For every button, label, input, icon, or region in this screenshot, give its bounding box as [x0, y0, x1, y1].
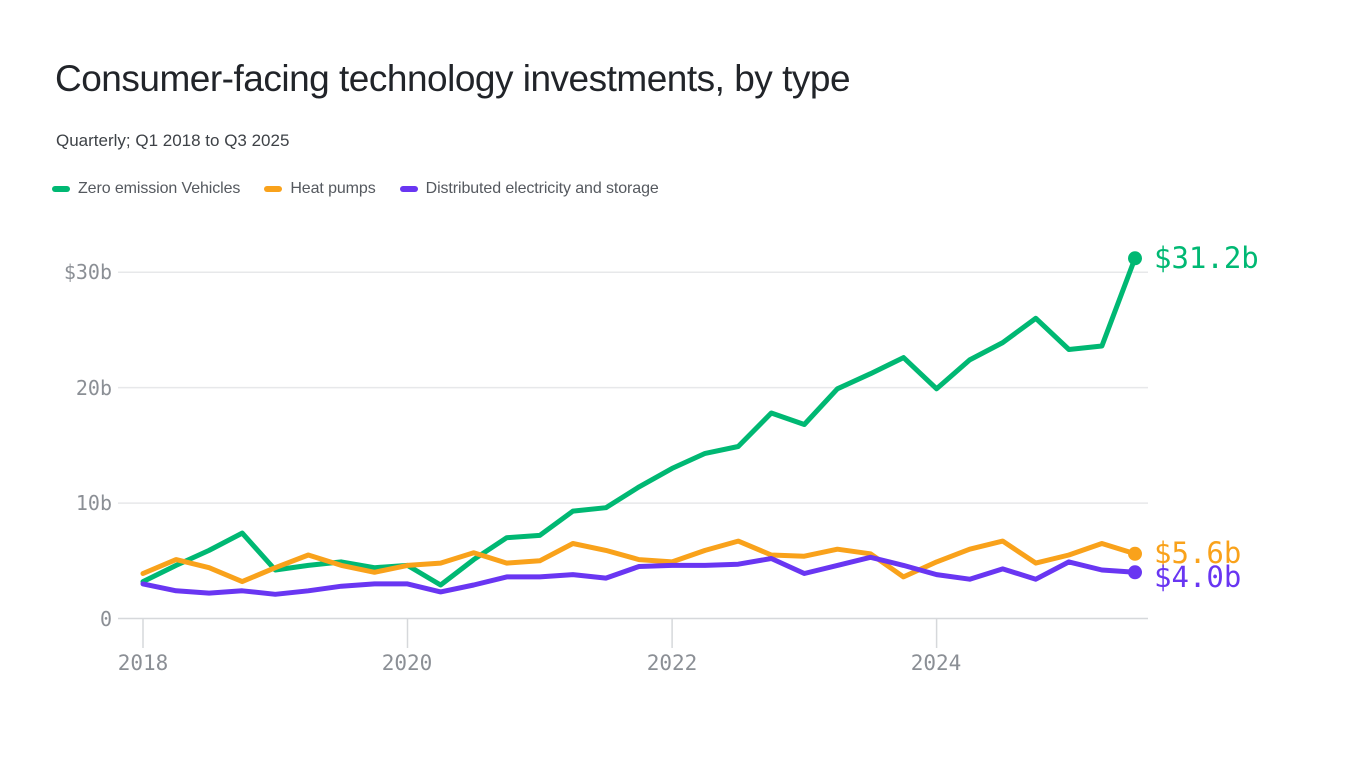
y-tick-30b: $30b: [63, 260, 112, 284]
legend-swatch-purple: [399, 186, 418, 192]
line-heat-pumps: [140, 538, 1138, 585]
legend-label: Distributed electricity and storage: [425, 180, 659, 197]
legend-item-distributed-electricity: Distributed electricity and storage: [399, 180, 659, 198]
legend-swatch-orange: [264, 186, 283, 192]
end-label-distributed-electricity: $4.0b: [1154, 560, 1242, 594]
legend-label: Heat pumps: [290, 180, 376, 197]
x-tick-2022: 2022: [646, 651, 698, 675]
end-label-heat-pumps: $5.6b: [1154, 536, 1242, 570]
legend-item-zero-emission-vehicles: Zero emission Vehicles: [52, 180, 240, 198]
series-lines: [140, 251, 1142, 597]
line-zero-emission-vehicles: [140, 255, 1138, 588]
end-dot-zero-emission-vehicles: [1128, 251, 1142, 266]
end-label-zero-emission-vehicles: $31.2b: [1154, 241, 1259, 275]
page-title: Consumer-facing technology investments, …: [55, 58, 851, 99]
gridlines: [118, 271, 1148, 620]
y-tick-20b: 20b: [75, 376, 112, 400]
end-dot-heat-pumps: [1128, 546, 1142, 561]
x-tick-2024: 2024: [910, 651, 962, 675]
chart-subtitle: Quarterly; Q1 2018 to Q3 2025: [56, 131, 290, 150]
legend-item-heat-pumps: Heat pumps: [264, 180, 376, 198]
line-distributed-electricity-and-storage: [140, 554, 1138, 597]
y-tick-0: 0: [99, 607, 112, 631]
y-tick-10b: 10b: [75, 491, 112, 515]
legend-label: Zero emission Vehicles: [78, 180, 241, 197]
legend-swatch-green: [52, 186, 70, 192]
x-tick-2018: 2018: [117, 651, 169, 675]
x-axis-ticks: [142, 618, 938, 648]
x-tick-2020: 2020: [381, 651, 433, 675]
legend: Zero emission Vehicles Heat pumps Distri…: [52, 180, 659, 198]
end-dot-distributed-electricity-and-storage: [1128, 565, 1142, 580]
